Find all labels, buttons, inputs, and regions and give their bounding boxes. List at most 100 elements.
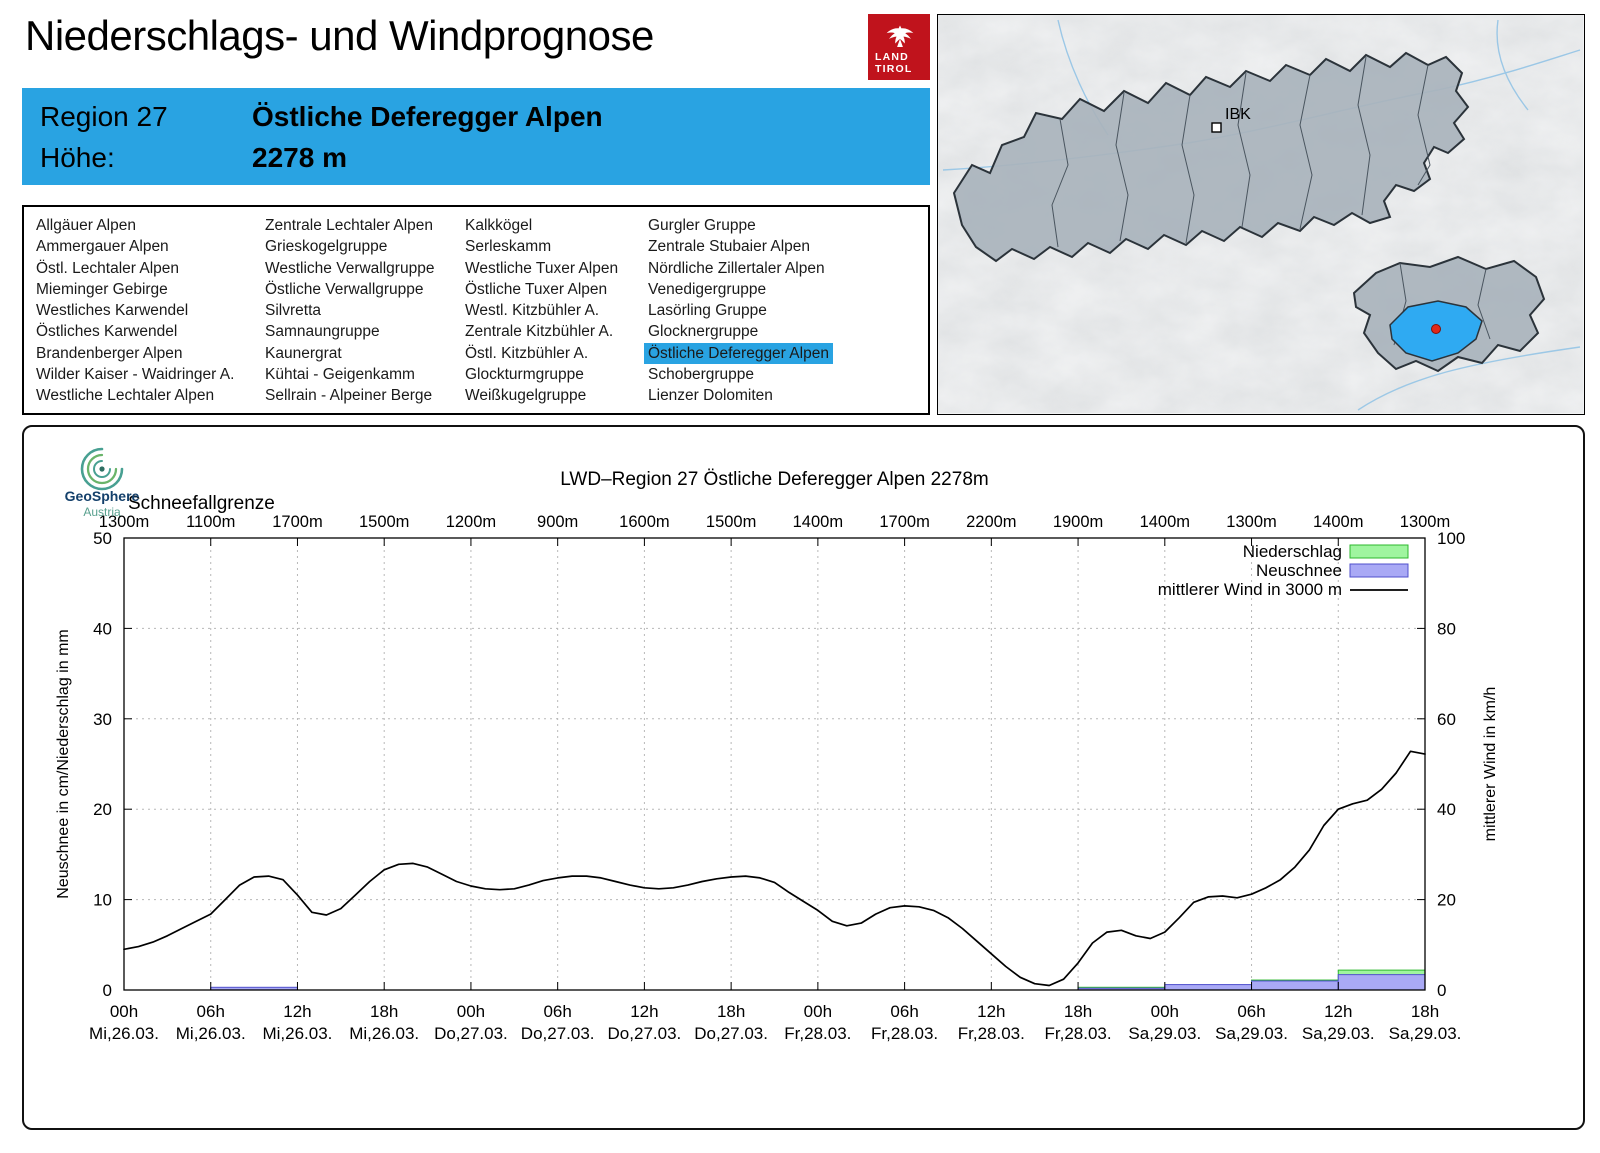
xtick-date: Mi,26.03. [262,1024,332,1043]
region-list-item[interactable]: Ammergauer Alpen [36,238,169,256]
region-list-item-selected[interactable]: Östliche Deferegger Alpen [644,342,833,365]
tirol-map[interactable]: IBK [937,14,1585,415]
xtick-date: Do,27.03. [434,1024,508,1043]
xtick-date: Mi,26.03. [349,1024,419,1043]
region-list-item[interactable]: Westl. Kitzbühler A. [465,302,600,320]
region-list-column: Allgäuer Alpen Ammergauer Alpen Östl. Lech… [32,215,261,407]
xtick-date: Do,27.03. [694,1024,768,1043]
xtick-time: 12h [1324,1002,1352,1021]
ytick-label-right: 20 [1437,891,1456,910]
region-name: Östliche Deferegger Alpen [252,100,603,132]
region-list-item[interactable]: Westliche Verwallgruppe [265,259,435,277]
region-list-item[interactable]: Mieminger Gebirge [36,280,168,298]
ylabel-left: Neuschnee in cm/Niederschlag in mm [55,629,72,898]
geosphere-spiral-icon [80,447,124,491]
xtick-time: 06h [1237,1002,1265,1021]
region-list-item[interactable]: Östliches Karwendel [36,323,178,341]
snowline-value: 900m [537,513,578,531]
xtick-date: Fr,28.03. [958,1024,1025,1043]
region-list-column: Gurgler Gruppe Zentrale Stubaier Alpen Nör… [644,215,928,407]
region-list-item[interactable]: Glockturmgruppe [465,366,584,384]
region-list-item[interactable]: Schobergruppe [648,366,754,384]
snowline-value: 1300m [99,513,149,531]
region-list-item[interactable]: Serleskamm [465,238,552,256]
xtick-date: Sa,29.03. [1302,1024,1375,1043]
tirol-map-svg: IBK [938,15,1583,413]
ylabel-right: mittlerer Wind in km/h [1482,687,1499,842]
geosphere-sub: Austria [83,505,121,519]
region-list-item[interactable]: Zentrale Kitzbühler A. [465,323,614,341]
region-list-item[interactable]: Samnaungruppe [265,323,380,341]
logo-line2: TIROL [875,62,913,75]
snowline-value: 1500m [359,513,409,531]
snowline-value: 1400m [1313,513,1363,531]
region-list-item[interactable]: Kühtai - Geigenkamm [265,366,415,384]
region-list-column: Kalkkögel Serleskamm Westliche Tuxer Alpen… [461,215,644,407]
xtick-time: 00h [1151,1002,1179,1021]
region-list-item[interactable]: Lasörling Gruppe [648,302,767,320]
xtick-time: 12h [977,1002,1005,1021]
region-list: Allgäuer Alpen Ammergauer Alpen Östl. Lech… [22,205,930,415]
page-title: Niederschlags- und Windprognose [25,12,654,59]
snowline-value: 1400m [793,513,843,531]
region-list-item[interactable]: Allgäuer Alpen [36,217,136,234]
xtick-time: 18h [717,1002,745,1021]
neuschnee-bar [1164,984,1253,991]
region-list-item[interactable]: Zentrale Lechtaler Alpen [265,217,434,234]
region-list-item[interactable]: Kaunergrat [265,344,342,362]
xtick-time: 00h [804,1002,832,1021]
snowline-value: 1200m [446,513,496,531]
region-list-item[interactable]: Zentrale Stubaier Alpen [648,238,810,256]
map-north-tirol [952,51,1470,263]
region-list-item[interactable]: Lienzer Dolomiten [648,387,773,405]
ytick-label-right: 100 [1437,529,1465,548]
region-list-item[interactable]: Brandenberger Alpen [36,344,183,362]
land-tirol-logo-text: LAND TIROL [875,51,913,75]
region-list-item[interactable]: Kalkkögel [465,217,533,234]
snowline-value: 1700m [272,513,322,531]
legend-label: Niederschlag [1243,542,1342,561]
region-list-item[interactable]: Östl. Kitzbühler A. [465,344,589,362]
xtick-time: 18h [370,1002,398,1021]
geosphere-logo: GeoSphere Austria [65,447,140,519]
xtick-time: 06h [543,1002,571,1021]
region-list-item[interactable]: Glocknergruppe [648,323,759,341]
region-list-item[interactable]: Östl. Lechtaler Alpen [36,259,180,277]
snowline-value: 1300m [1400,513,1450,531]
region-list-item[interactable]: Sellrain - Alpeiner Berge [265,387,433,405]
region-list-item[interactable]: Weißkugelgruppe [465,387,587,405]
wind-line [123,750,1426,987]
xtick-date: Sa,29.03. [1128,1024,1201,1043]
region-list-item[interactable]: Wilder Kaiser - Waidringer A. [36,366,235,384]
logo-line1: LAND [875,51,909,63]
snowline-value: 1600m [619,513,669,531]
ytick-label-right: 60 [1437,710,1456,729]
region-list-item[interactable]: Westliche Tuxer Alpen [465,259,619,277]
legend-swatch-box [1349,544,1409,559]
xtick-date: Mi,26.03. [176,1024,246,1043]
region-list-item[interactable]: Östliche Verwallgruppe [265,280,424,298]
forecast-chart-panel: 0 10 20 30 40 50 0 20 40 60 80 100 00h Mi,26.03. 06h Mi… [22,425,1585,1130]
hoehe-value: 2278 m [252,141,347,173]
ytick-label-right: 0 [1437,981,1446,1000]
xtick-time: 12h [283,1002,311,1021]
region-list-item[interactable]: Westliches Karwendel [36,302,189,320]
snowline-value: 1400m [1140,513,1190,531]
region-list-item[interactable]: Östliche Tuxer Alpen [465,280,608,298]
region-list-item[interactable]: Gurgler Gruppe [648,217,756,234]
ytick-label-right: 40 [1437,800,1456,819]
region-list-item[interactable]: Silvretta [265,302,321,320]
region-list-item[interactable]: Venedigergruppe [648,280,767,298]
region-number-label: Region 27 [40,100,168,132]
region-list-column: Zentrale Lechtaler Alpen Grieskogelgruppe… [261,215,461,407]
snowline-value: 1700m [879,513,929,531]
snowline-label: Schneefallgrenze [128,493,275,514]
region-list-item[interactable]: Grieskogelgruppe [265,238,388,256]
region-list-item[interactable]: Nördliche Zillertaler Alpen [648,259,825,277]
xtick-time: 00h [457,1002,485,1021]
plot-border [123,537,1426,991]
region-list-item[interactable]: Westliche Lechtaler Alpen [36,387,215,405]
ytick-label-left: 0 [103,981,112,1000]
xtick-time: 06h [890,1002,918,1021]
